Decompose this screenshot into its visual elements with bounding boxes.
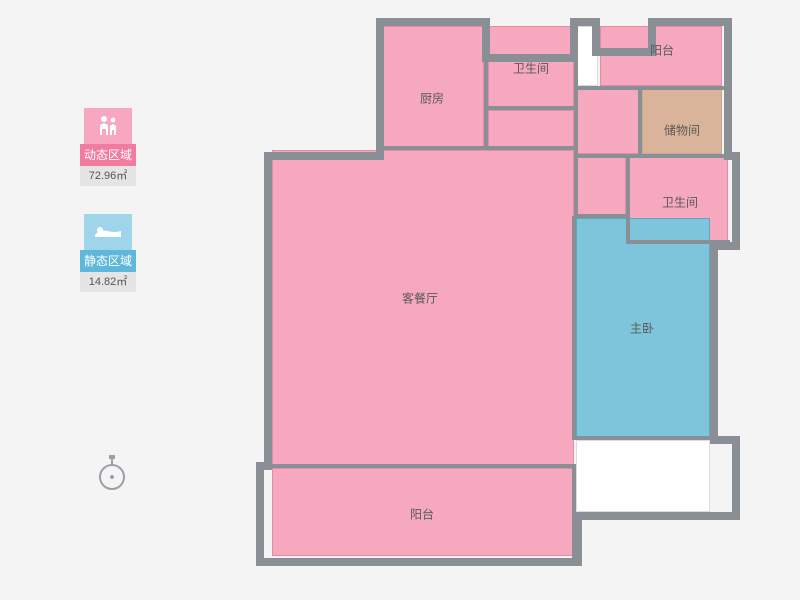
room-label-bath1: 卫生间: [513, 60, 549, 77]
legend-panel: 动态区域 72.96㎡ 静态区域 14.82㎡: [78, 108, 138, 320]
inner-wall: [576, 154, 732, 158]
inner-wall: [572, 216, 576, 440]
legend-static-label: 静态区域: [80, 250, 136, 272]
room-gap3: [576, 88, 640, 154]
room-living: [272, 150, 574, 466]
inner-wall: [272, 464, 574, 468]
room-gap1: [576, 26, 598, 86]
inner-wall: [574, 24, 578, 216]
inner-wall: [638, 86, 642, 154]
room-label-living: 客餐厅: [402, 290, 438, 307]
compass-icon: [96, 455, 128, 498]
floorplan: 厨房卫生间阳台储物间卫生间客餐厅主卧阳台: [232, 6, 760, 594]
people-icon: [84, 108, 132, 144]
legend-dynamic-label: 动态区域: [80, 144, 136, 166]
room-kitchen: [382, 26, 484, 148]
room-label-balcony1: 阳台: [650, 42, 674, 59]
inner-wall: [576, 214, 630, 218]
inner-wall: [574, 436, 714, 440]
inner-wall: [576, 86, 724, 90]
room-gap2: [488, 110, 574, 148]
inner-wall: [626, 154, 630, 242]
room-label-bath2: 卫生间: [662, 194, 698, 211]
sleep-icon: [84, 214, 132, 250]
room-label-kitchen: 厨房: [420, 90, 444, 107]
legend-dynamic: 动态区域 72.96㎡: [78, 108, 138, 186]
inner-wall: [488, 106, 576, 110]
room-label-bedroom: 主卧: [630, 320, 654, 337]
room-label-balcony2: 阳台: [410, 506, 434, 523]
inner-wall: [626, 240, 730, 244]
legend-static-value: 14.82㎡: [80, 272, 136, 292]
room-gap4: [576, 156, 626, 216]
legend-dynamic-value: 72.96㎡: [80, 166, 136, 186]
inner-wall: [484, 24, 488, 148]
legend-static: 静态区域 14.82㎡: [78, 214, 138, 292]
room-bedext: [576, 440, 710, 512]
inner-wall: [380, 146, 576, 150]
room-label-storage: 储物间: [664, 122, 700, 139]
inner-wall: [572, 464, 576, 558]
